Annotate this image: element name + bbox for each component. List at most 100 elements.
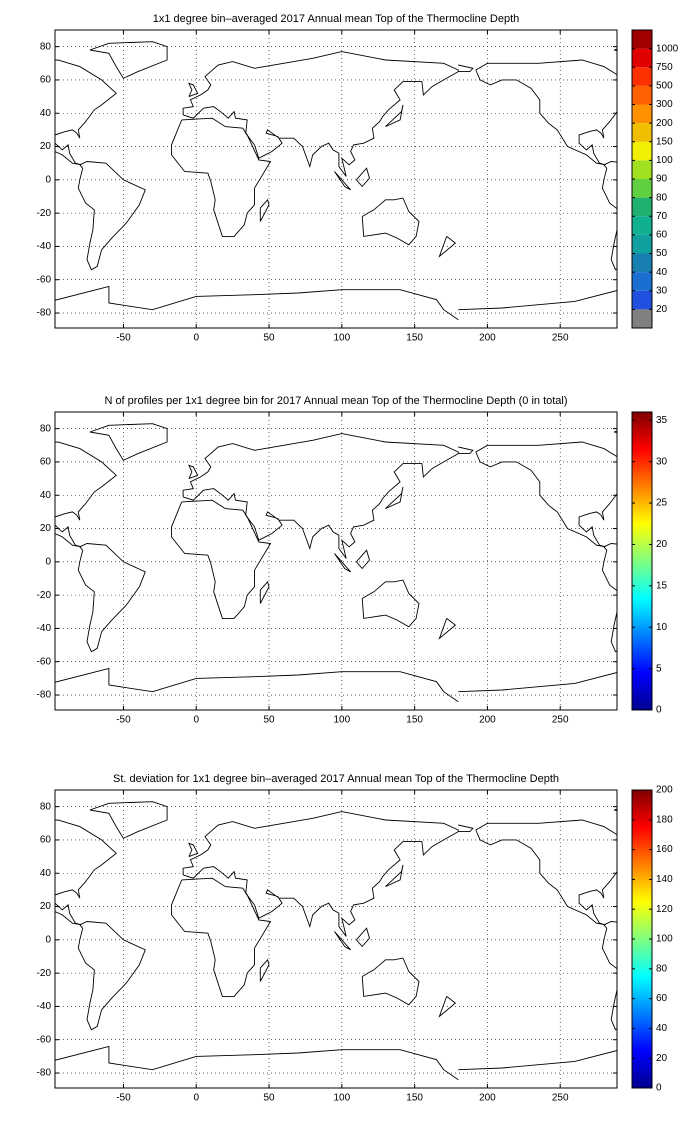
colorbar-label: 35 <box>656 415 668 426</box>
x-tick-label: 200 <box>479 715 496 726</box>
colorbar-label: 40 <box>656 267 668 278</box>
colorbar-label: 20 <box>656 539 668 550</box>
coastline <box>613 808 617 811</box>
colorbar-label: 30 <box>656 456 668 467</box>
x-tick-label: 250 <box>552 333 569 344</box>
y-tick-label: 0 <box>45 174 51 185</box>
coastline <box>77 543 146 653</box>
coastline <box>356 549 371 570</box>
colorbar-frame <box>631 411 653 711</box>
x-tick-label: 200 <box>479 1093 496 1104</box>
axes-frame <box>54 29 618 329</box>
y-tick-label: 0 <box>45 556 51 567</box>
coastline <box>188 464 199 480</box>
y-tick-label: 60 <box>40 457 52 468</box>
x-tick-label: -50 <box>116 1093 131 1104</box>
colorbar-label: 40 <box>656 1023 668 1034</box>
coastline <box>55 667 459 703</box>
colorbar-label: 0 <box>656 705 662 716</box>
colorbar-label: 750 <box>656 62 673 73</box>
colorbar-block <box>632 309 652 328</box>
coastline <box>182 433 459 559</box>
y-tick-label: -20 <box>37 208 52 219</box>
coastline <box>259 958 270 982</box>
coastline <box>55 59 117 166</box>
coastline <box>601 161 617 271</box>
coastline <box>259 198 270 222</box>
colorbar-label: 80 <box>656 963 668 974</box>
map-panel: N of profiles per 1x1 degree bin for 201… <box>37 395 668 726</box>
coastline <box>55 819 117 926</box>
colorbar-block <box>632 160 652 179</box>
coastline <box>385 104 404 128</box>
colorbar-label: 160 <box>656 844 673 855</box>
panel-title: N of profiles per 1x1 degree bin for 201… <box>104 395 567 407</box>
colorbar-frame <box>631 789 653 1089</box>
coastline <box>55 441 117 548</box>
coastline <box>89 423 168 461</box>
colorbar-label: 200 <box>656 118 673 129</box>
y-tick-label: 80 <box>40 801 52 812</box>
coastline <box>356 927 371 948</box>
y-tick-label: 20 <box>40 141 52 152</box>
coastline <box>475 819 617 926</box>
colorbar-block <box>632 67 652 86</box>
coastline <box>334 931 351 951</box>
coastline <box>356 167 371 188</box>
coastline <box>55 1045 459 1081</box>
x-tick-label: -50 <box>116 715 131 726</box>
colorbar-label: 100 <box>656 155 673 166</box>
colorbar-gradient <box>632 412 652 710</box>
coastline <box>458 1050 617 1071</box>
coastline <box>361 197 420 246</box>
colorbar-label: 60 <box>656 230 668 241</box>
colorbar-label: 90 <box>656 174 668 185</box>
axes-frame <box>54 789 618 1089</box>
coastline <box>188 842 199 858</box>
coastline <box>77 161 146 271</box>
colorbar-label: 120 <box>656 904 673 915</box>
coastlines <box>55 801 617 1081</box>
y-tick-label: -80 <box>37 690 52 701</box>
coastlines <box>55 423 617 703</box>
y-tick-label: 20 <box>40 901 52 912</box>
y-tick-label: 20 <box>40 523 52 534</box>
x-tick-label: 50 <box>263 333 275 344</box>
coastline <box>171 877 272 997</box>
coastline <box>334 171 351 191</box>
coastline <box>458 824 474 833</box>
x-tick-label: 0 <box>193 333 199 344</box>
axes-frame <box>54 411 618 711</box>
colorbar-block <box>632 104 652 124</box>
coastline <box>458 290 617 311</box>
x-tick-label: 100 <box>333 1093 350 1104</box>
coastline <box>458 446 474 455</box>
colorbar-label: 10 <box>656 622 668 633</box>
colorbar-block <box>632 179 652 198</box>
colorbar-block <box>632 85 652 105</box>
colorbar-label: 25 <box>656 498 668 509</box>
x-tick-label: 100 <box>333 715 350 726</box>
colorbar-label: 50 <box>656 248 668 259</box>
colorbar-block <box>632 197 652 217</box>
y-tick-label: 40 <box>40 490 52 501</box>
coastline <box>171 499 272 619</box>
x-tick-label: 50 <box>263 715 275 726</box>
y-tick-label: -40 <box>37 1001 52 1012</box>
map-panel: St. deviation for 1x1 degree bin–average… <box>37 773 674 1104</box>
x-tick-label: 150 <box>406 1093 423 1104</box>
y-tick-label: 40 <box>40 868 52 879</box>
coastline <box>458 672 617 693</box>
x-tick-label: -50 <box>116 333 131 344</box>
coastline <box>182 51 459 177</box>
coastline <box>385 864 404 888</box>
x-tick-label: 150 <box>406 715 423 726</box>
colorbar-label: 300 <box>656 99 673 110</box>
x-tick-label: 250 <box>552 715 569 726</box>
colorbar-label: 1000 <box>656 43 679 54</box>
y-tick-label: 40 <box>40 108 52 119</box>
panel-title: 1x1 degree bin–averaged 2017 Annual mean… <box>153 13 520 25</box>
coastline <box>475 441 617 548</box>
coastline <box>182 811 459 937</box>
